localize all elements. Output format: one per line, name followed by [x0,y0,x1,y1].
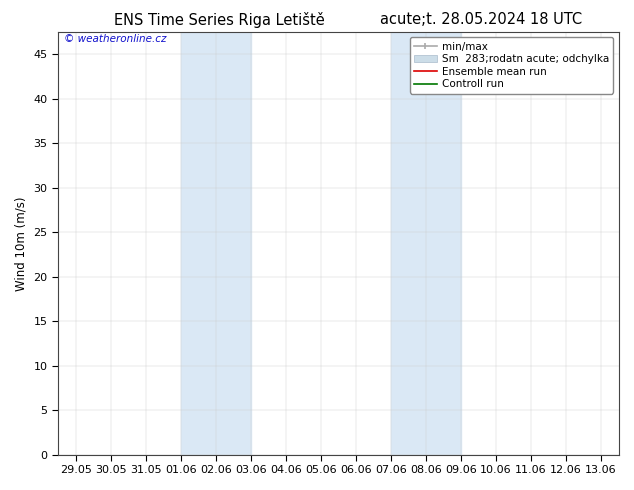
Bar [181,32,251,455]
Bar [391,32,461,455]
Legend: min/max, Sm  283;rodatn acute; odchylka, Ensemble mean run, Controll run: min/max, Sm 283;rodatn acute; odchylka, … [410,37,613,94]
Text: acute;t. 28.05.2024 18 UTC: acute;t. 28.05.2024 18 UTC [380,12,583,27]
Text: © weatheronline.cz: © weatheronline.cz [63,34,166,44]
Text: ENS Time Series Riga Letiště: ENS Time Series Riga Letiště [114,12,325,28]
Y-axis label: Wind 10m (m/s): Wind 10m (m/s) [15,196,28,291]
